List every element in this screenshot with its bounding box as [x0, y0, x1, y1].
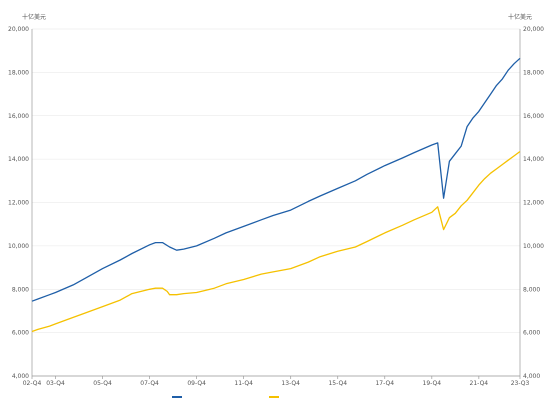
y-tick-label-left: 8,000	[12, 286, 29, 293]
y-tick-label-left: 14,000	[8, 156, 29, 163]
axes: 4,000 4,000 6,000 6,000 8,000 8,000 10,000 10,0…	[8, 26, 544, 387]
series-lines	[31, 57, 521, 333]
x-tick-label: 05-Q4	[93, 380, 112, 387]
y-tick-label-right: 18,000	[523, 69, 544, 76]
y-tick-label-right: 12,000	[523, 200, 544, 207]
x-tick-label: 23-Q3	[511, 380, 530, 387]
y-tick-label-right: 8,000	[523, 286, 540, 293]
x-tick-label: 09-Q4	[187, 380, 206, 387]
right-unit-label: 十亿美元	[508, 13, 532, 21]
y-tick-label-left: 16,000	[8, 113, 29, 120]
x-tick-label: 02-Q4	[23, 380, 42, 387]
y-tick-label-right: 16,000	[523, 113, 544, 120]
y-tick-label-right: 20,000	[523, 26, 544, 33]
x-tick-label: 13-Q4	[281, 380, 300, 387]
grid-lines	[32, 28, 520, 377]
x-tick-label: 21-Q4	[470, 380, 489, 387]
left-unit-label: 十亿美元	[22, 13, 46, 21]
y-tick-label-right: 14,000	[523, 156, 544, 163]
x-tick-label: 07-Q4	[140, 380, 159, 387]
y-tick-label-left: 12,000	[8, 200, 29, 207]
y-tick-label-right: 4,000	[523, 373, 540, 380]
y-tick-label-right: 6,000	[523, 330, 540, 337]
y-tick-label-left: 4,000	[12, 373, 29, 380]
x-tick-label: 11-Q4	[234, 380, 253, 387]
x-tick-label: 03-Q4	[46, 380, 65, 387]
x-tick-label: 17-Q4	[375, 380, 394, 387]
series-line-0	[31, 57, 521, 302]
y-tick-label-left: 18,000	[8, 69, 29, 76]
x-tick-label: 15-Q4	[328, 380, 347, 387]
y-tick-label-left: 6,000	[12, 330, 29, 337]
y-tick-label-right: 10,000	[523, 243, 544, 250]
y-tick-label-left: 20,000	[8, 26, 29, 33]
x-tick-label: 19-Q4	[423, 380, 442, 387]
series-line-1	[31, 150, 521, 333]
y-tick-label-left: 10,000	[8, 243, 29, 250]
